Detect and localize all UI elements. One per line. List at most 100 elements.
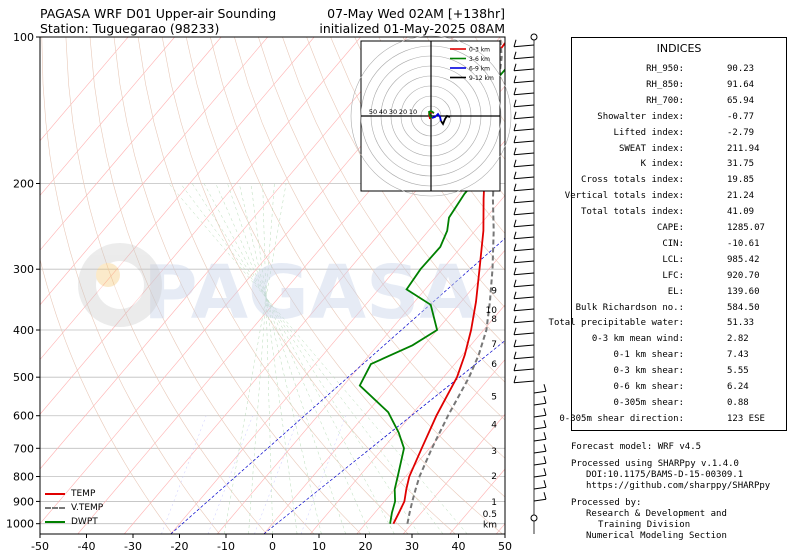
wind-barb bbox=[533, 474, 547, 478]
logo-circle bbox=[78, 243, 162, 327]
index-row: Vertical totals index: 21.24 bbox=[565, 190, 788, 202]
footer-org3: Numerical Modeling Section bbox=[586, 531, 727, 541]
wind-barb-flag bbox=[513, 327, 517, 335]
chart-title: PAGASA WRF D01 Upper-air Sounding bbox=[40, 6, 277, 21]
dry-adiabat bbox=[185, 37, 503, 534]
wind-barb bbox=[513, 92, 535, 96]
index-row: 0-3 km shear: 5.55 bbox=[572, 365, 788, 377]
index-value: 123 ESE bbox=[727, 413, 765, 424]
barb-bottom-circle bbox=[530, 514, 538, 522]
hodograph-ring-label: 40 bbox=[379, 108, 387, 116]
index-label: CIN: bbox=[662, 238, 684, 249]
index-label: 0-305m shear direction: bbox=[559, 413, 684, 424]
index-row: 0-305m shear: 0.88 bbox=[572, 397, 788, 409]
dry-adiabat bbox=[65, 37, 267, 534]
index-value: 2.82 bbox=[727, 334, 749, 345]
hodograph-segment bbox=[440, 114, 451, 126]
x-tick-label: 0 bbox=[269, 540, 276, 553]
pagasa-logo-icon bbox=[78, 243, 162, 327]
header-right: 07-May Wed 02AM [+138hr] initialized 01-… bbox=[310, 6, 505, 36]
wind-barb-flag bbox=[543, 420, 547, 428]
index-row: Lifted index: -2.79 bbox=[572, 127, 788, 139]
wind-barb bbox=[513, 200, 535, 204]
height-label: 9 bbox=[491, 286, 497, 296]
wind-barb-flag bbox=[513, 63, 517, 71]
legend-label: TEMP bbox=[71, 489, 96, 499]
x-tick-label: -20 bbox=[171, 540, 189, 553]
legend-swatch bbox=[45, 507, 65, 509]
index-label: 0-3 km shear: bbox=[613, 366, 684, 377]
index-row: CIN: -10.61 bbox=[572, 238, 788, 250]
wind-barb bbox=[533, 402, 547, 406]
wind-barb-flag bbox=[513, 303, 517, 311]
wind-barb-flag bbox=[543, 480, 547, 488]
wind-barb bbox=[513, 176, 535, 180]
wind-barb bbox=[513, 296, 535, 300]
wind-barb-flag bbox=[543, 384, 547, 392]
isotherm-line bbox=[40, 37, 268, 306]
index-label: EL: bbox=[667, 286, 684, 297]
wind-barb-flag bbox=[543, 432, 547, 440]
height-label: 4 bbox=[491, 420, 497, 430]
wind-barb-flag bbox=[513, 147, 517, 155]
background-lines bbox=[40, 37, 505, 534]
axes: -50 -40 -30 -20 -10 0 10 20 30 40 5010020030040050… bbox=[6, 31, 512, 553]
mixing-ratio-line bbox=[161, 415, 207, 534]
wind-barb bbox=[513, 368, 535, 372]
hodograph-legend-label: 3-6 km bbox=[469, 56, 490, 63]
index-value: 41.09 bbox=[727, 207, 755, 218]
wind-barb-flag bbox=[513, 315, 517, 323]
hodograph-segment bbox=[427, 109, 435, 119]
index-row: EL: 139.60 bbox=[572, 286, 788, 298]
wind-barb-flag bbox=[543, 396, 547, 404]
dry-adiabat bbox=[210, 37, 505, 498]
wind-barb-flag bbox=[513, 375, 517, 383]
height-label: 1 bbox=[491, 498, 497, 508]
wind-barb bbox=[513, 80, 535, 84]
index-row: K index: 31.75 bbox=[572, 158, 788, 170]
index-label: Showalter index: bbox=[597, 111, 684, 122]
y-tick-label: 300 bbox=[13, 263, 34, 276]
wind-barb-flag bbox=[543, 444, 547, 452]
index-label: Cross totals index: bbox=[581, 175, 684, 186]
wind-barb bbox=[533, 426, 547, 430]
height-label: km bbox=[483, 521, 497, 531]
wind-barb bbox=[513, 140, 535, 144]
wind-barb-flag bbox=[543, 408, 547, 416]
index-row: RH_950: 90.23 bbox=[572, 63, 788, 75]
wind-barb bbox=[513, 284, 535, 288]
y-tick-label: 800 bbox=[13, 471, 34, 484]
wind-barb-flag bbox=[513, 75, 517, 83]
height-label: 0.5 bbox=[483, 510, 497, 520]
isotherm-line bbox=[310, 304, 505, 534]
index-label: SWEAT index: bbox=[618, 143, 684, 154]
x-tick-label: -10 bbox=[217, 540, 235, 553]
dry-adiabat bbox=[161, 37, 456, 534]
height-labels: 10 9 8 7 6 5 4 3 2 1 0.5km bbox=[483, 286, 498, 530]
index-row: Bulk Richardson no.: 584.50 bbox=[572, 302, 788, 314]
height-label: 6 bbox=[491, 360, 497, 370]
index-value: 139.60 bbox=[727, 286, 760, 297]
moist-adiabat bbox=[248, 183, 275, 534]
wind-barb-flag bbox=[513, 159, 517, 167]
index-value: 7.43 bbox=[727, 350, 749, 361]
hodograph-legend-label: 6-9 km bbox=[469, 66, 490, 73]
index-label: RH_700: bbox=[646, 95, 684, 106]
index-value: 19.85 bbox=[727, 175, 755, 186]
index-label: Vertical totals index: bbox=[564, 191, 684, 202]
dry-adiabat bbox=[354, 37, 505, 271]
hodograph-ring-label: 20 bbox=[399, 108, 407, 116]
index-row: CAPE: 1285.07 bbox=[572, 222, 788, 234]
isotherm-line bbox=[263, 249, 505, 534]
index-label: CAPE: bbox=[656, 223, 684, 233]
wind-barb bbox=[513, 152, 535, 156]
wind-barb bbox=[513, 272, 535, 276]
index-value: 90.23 bbox=[727, 64, 755, 74]
index-row: 0-1 km shear: 7.43 bbox=[572, 349, 788, 361]
footer-processed: Processed using SHARPpy v.1.4.0 bbox=[571, 459, 739, 469]
wind-barb-flag bbox=[513, 339, 517, 347]
wind-barb bbox=[533, 414, 547, 418]
legend-item: TEMP bbox=[45, 487, 103, 501]
footer-org2: Training Division bbox=[598, 520, 691, 530]
